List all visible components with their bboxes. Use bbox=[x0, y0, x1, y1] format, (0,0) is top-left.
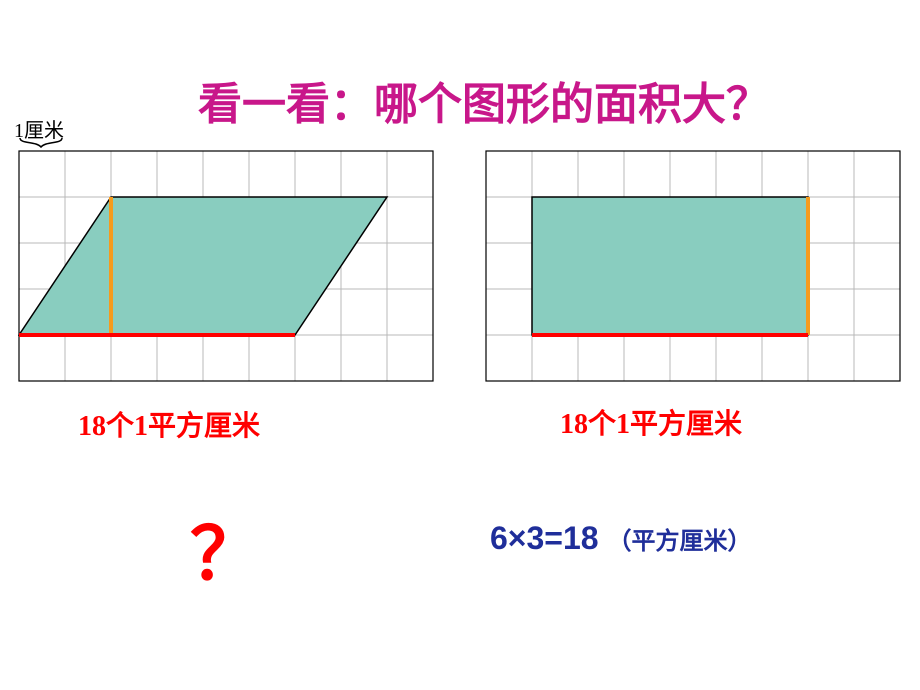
question-mark: ？ bbox=[190, 495, 262, 600]
left-grid bbox=[18, 150, 434, 387]
formula: 6×3=18 （平方厘米） bbox=[490, 520, 751, 557]
question-mark-text: ？ bbox=[190, 515, 262, 595]
right-grid bbox=[485, 150, 901, 387]
page-title: 看一看：哪个图形的面积大？ bbox=[74, 68, 894, 132]
unit-brace bbox=[18, 136, 64, 148]
caption-right-text: 18个1平方厘米 bbox=[560, 409, 742, 440]
caption-left: 18个1平方厘米 bbox=[78, 404, 260, 444]
caption-right: 18个1平方厘米 bbox=[560, 402, 742, 442]
rectangle-diagram bbox=[485, 150, 901, 382]
title-text: 看一看：哪个图形的面积大？ bbox=[198, 80, 770, 129]
formula-unit: （平方厘米） bbox=[607, 529, 751, 555]
parallelogram-diagram bbox=[18, 150, 434, 382]
caption-left-text: 18个1平方厘米 bbox=[78, 411, 260, 442]
formula-expr: 6×3=18 bbox=[490, 520, 599, 556]
